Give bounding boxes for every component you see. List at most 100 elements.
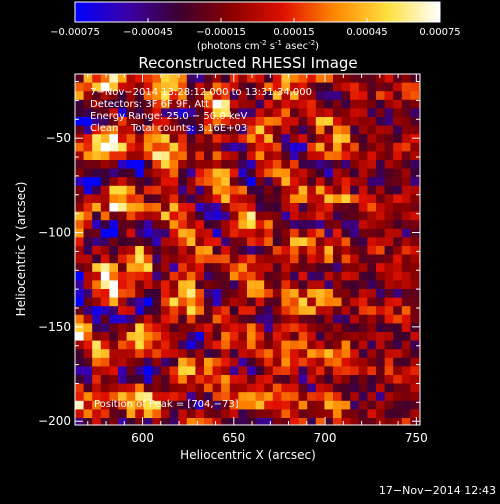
heatmap-cell [195,349,205,359]
heatmap-cell [281,306,291,316]
heatmap-cell [169,177,179,187]
heatmap-cell [178,237,188,247]
heatmap-cell [298,366,308,376]
heatmap-cell [126,280,136,290]
heatmap-cell [341,375,351,384]
heatmap-cell [118,340,127,350]
heatmap-cell [264,280,274,290]
heatmap-cell [118,349,127,359]
heatmap-cell [376,151,385,161]
heatmap-cell [212,125,222,135]
heatmap-cell [212,228,222,238]
heatmap-cell [238,297,248,307]
heatmap-cell [152,332,162,341]
heatmap-cell [333,349,342,359]
heatmap-cell [367,289,377,298]
heatmap-cell [401,134,411,144]
heatmap-cell [152,194,162,204]
heatmap-cell [75,349,84,359]
heatmap-cell [75,220,84,230]
heatmap-cell [152,82,162,92]
heatmap-cell [169,99,179,109]
heatmap-cell [333,400,342,410]
heatmap-cell [204,357,213,367]
heatmap-cell [229,357,239,367]
heatmap-cell [315,91,325,101]
heatmap-cell [247,211,256,221]
heatmap-cell [229,409,239,419]
heatmap-cell [341,392,351,402]
heatmap-cell [204,332,213,341]
heatmap-cell [401,220,411,230]
heatmap-cell [169,185,179,195]
heatmap-cell [315,168,325,178]
heatmap-cell [367,263,377,273]
heatmap-cell [315,108,325,118]
heatmap-cell [186,108,196,118]
heatmap-cell [341,280,351,290]
heatmap-cell [195,400,205,410]
heatmap-cell [221,297,231,307]
heatmap-cell [401,263,411,273]
heatmap-cell [221,314,231,324]
heatmap-cell [298,99,308,109]
heatmap-cell [350,340,360,350]
heatmap-cell [186,332,196,341]
heatmap-cell [161,237,170,247]
heatmap-cell [324,400,334,410]
heatmap-cell [161,160,170,169]
heatmap-cell [307,392,317,402]
heatmap-cell [281,134,291,144]
heatmap-cell [307,306,317,316]
heatmap-cell [212,74,222,83]
heatmap-cell [272,185,282,195]
heatmap-cell [341,254,351,264]
heatmap-cell [204,117,213,126]
heatmap-cell [75,263,84,273]
heatmap-cell [169,203,179,212]
heatmap-cell [100,332,110,341]
heatmap-cell [401,418,411,425]
heatmap-cell [229,306,239,316]
heatmap-cell [126,289,136,298]
heatmap-cell [152,228,162,238]
heatmap-cell [100,74,110,83]
heatmap-cell [333,297,342,307]
heatmap-cell [109,306,119,316]
heatmap-cell [358,151,368,161]
heatmap-cell [152,289,162,298]
heatmap-cell [298,74,308,83]
heatmap-cell [221,357,231,367]
heatmap-cell [161,323,170,333]
heatmap-cell [307,142,317,152]
heatmap-cell [212,340,222,350]
heatmap-cell [178,409,188,419]
heatmap-cell [307,340,317,350]
heatmap-cell [126,82,136,92]
heatmap-cell [247,409,256,419]
heatmap-cell [341,314,351,324]
heatmap-cell [212,297,222,307]
heatmap-cell [247,74,256,83]
heatmap-cell [100,409,110,419]
heatmap-cell [212,168,222,178]
heatmap-cell [401,280,411,290]
heatmap-cell [75,228,84,238]
heatmap-cell [229,142,239,152]
heatmap-cell [186,91,196,101]
heatmap-cell [75,314,84,324]
heatmap-cell [281,357,291,367]
heatmap-cell [204,108,213,118]
heatmap-cell [350,254,360,264]
heatmap-cell [75,366,84,376]
heatmap-cell [298,177,308,187]
heatmap-cell [281,418,291,425]
heatmap-cell [290,108,299,118]
heatmap-cell [272,349,282,359]
heatmap-cell [324,263,334,273]
heatmap-cell [143,357,153,367]
heatmap-cell [315,418,325,425]
heatmap-cell [350,400,360,410]
heatmap-cell [290,194,299,204]
heatmap-cell [384,323,394,333]
